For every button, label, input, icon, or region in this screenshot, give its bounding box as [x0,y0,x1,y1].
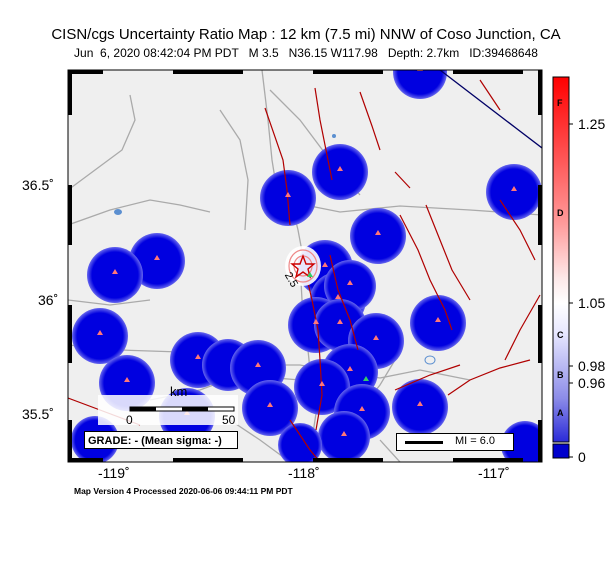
station-marker-green [363,376,369,381]
colorbar-value-0-98: 0.98 [578,358,606,374]
colorbar-value-1-05: 1.05 [578,295,606,311]
event-location: N36.15 W117.98 [288,46,378,60]
lat-label-35-5: 35.5˚ [22,406,54,422]
lon-label-119: -119˚ [98,465,130,481]
event-info-line: Jun 6, 2020 08:42:04 PM PDT M 3.5 N36.15… [0,46,612,60]
map-version-footer: Map Version 4 Processed 2020-06-06 09:44… [74,486,293,496]
colorbar-letter-b: B [557,370,564,380]
colorbar-value-1-25: 1.25 [578,116,606,132]
station-markers [97,70,517,436]
lat-label-36-5: 36.5˚ [22,177,54,193]
colorbar [552,76,573,459]
scale-end: 50 [222,413,236,427]
colorbar-value-0: 0 [578,449,586,465]
scale-start: 0 [126,413,133,427]
map-frame-ticks [68,70,542,462]
event-magnitude: M 3.5 [248,46,279,60]
colorbar-letter-d: D [557,208,564,218]
lon-label-118: -118˚ [288,465,320,481]
event-id: ID:39468648 [469,46,538,60]
map-title: CISN/cgs Uncertainty Ratio Map : 12 km (… [51,26,561,43]
event-date: Jun 6, 2020 08:42:04 PM PDT [74,46,239,60]
state-border [439,70,542,149]
colorbar-value-0-96: 0.96 [578,375,606,391]
mi-legend-bar [405,441,443,444]
scale-unit: km [170,384,188,399]
mi-legend-text: MI = 6.0 [455,435,496,447]
colorbar-letter-a: A [557,408,564,418]
lon-label-117: -117˚ [478,465,510,481]
epicenter-star-icon [290,254,316,279]
event-depth: Depth: 2.7km [387,46,460,60]
scale-bar [98,395,238,425]
grade-box: GRADE: - (Mean sigma: -) [84,431,238,449]
colorbar-letter-f: F [557,98,563,108]
lat-label-36: 36˚ [38,292,59,308]
colorbar-letter-c: C [557,330,564,340]
mi-legend: MI = 6.0 [396,433,514,451]
